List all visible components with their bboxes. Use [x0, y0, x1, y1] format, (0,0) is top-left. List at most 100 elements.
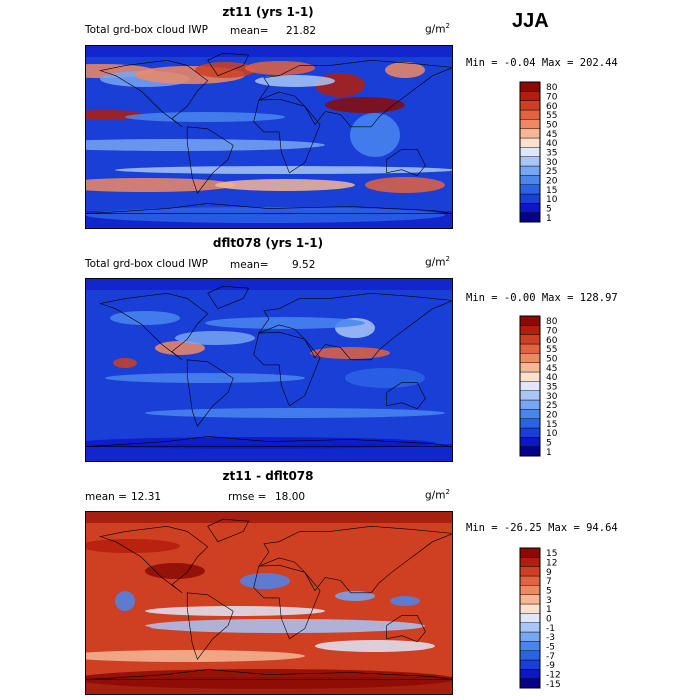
colorbar-swatch [519, 156, 541, 167]
colorbar-tick-label: 80 [546, 317, 558, 327]
season-label: JJA [512, 10, 549, 32]
coastline [99, 292, 209, 361]
colorbar-swatch [519, 390, 541, 401]
colorbar-swatch [519, 128, 541, 139]
colorbar-swatch [519, 315, 541, 326]
colorbar-swatch [519, 334, 541, 345]
colorbar-frame [519, 547, 541, 689]
colorbar-tick-label: 7 [546, 577, 552, 587]
coastline [257, 59, 453, 128]
colorbar-swatch [519, 418, 541, 429]
colorbar-swatch [519, 343, 541, 354]
colorbar-swatch [519, 659, 541, 670]
colorbar-swatch [519, 119, 541, 129]
field-blob [113, 358, 137, 368]
panel-2-mean-value: 9.52 [292, 259, 316, 271]
panel-2-title: dflt078 (yrs 1-1) [212, 236, 324, 250]
panel-3-rmse-value: 18.00 [275, 491, 306, 503]
field-blob [85, 437, 435, 449]
field-blob [385, 62, 425, 78]
colorbar-swatch [519, 650, 541, 661]
field-blob [335, 591, 375, 601]
panel-1-map [85, 45, 453, 229]
colorbar-swatch [519, 566, 541, 577]
colorbar-tick-label: 45 [546, 130, 557, 140]
colorbar-swatch [519, 399, 541, 410]
colorbar-swatch [519, 371, 541, 382]
colorbar-swatch [519, 409, 541, 419]
field-blob [345, 368, 425, 388]
field-blob [115, 591, 135, 611]
panel-3-field [85, 511, 453, 695]
field-blob [85, 139, 325, 151]
panel-3-title: zt11 - dflt078 [222, 469, 314, 483]
colorbar-tick-label: 60 [546, 102, 558, 112]
colorbar-tick-label: 30 [546, 158, 558, 168]
field-blob [145, 619, 425, 633]
field-blob [110, 311, 180, 325]
panel-1-min-max: Min = -0.04 Max = 202.44 [466, 57, 618, 69]
coastline [253, 564, 321, 640]
field-blob [85, 623, 155, 639]
coastline [186, 359, 234, 427]
panel-3-map [85, 511, 453, 695]
field-blob [240, 573, 290, 589]
field-blob [390, 596, 420, 606]
coastline [207, 52, 250, 77]
colorbar-swatch [519, 631, 541, 642]
field-blob [125, 112, 285, 122]
colorbar-tick-label: 40 [546, 373, 558, 383]
coastline [85, 669, 453, 680]
colorbar-tick-label: -12 [546, 671, 561, 681]
panel-1-mean-value: 21.82 [286, 25, 317, 37]
colorbar-tick-label: -9 [546, 661, 555, 671]
colorbar-tick-label: 60 [546, 336, 558, 346]
coastline [99, 525, 209, 594]
colorbar-swatch [519, 613, 541, 623]
colorbar-tick-label: 12 [546, 559, 557, 569]
colorbar-tick-label: 0 [546, 615, 552, 625]
coastline [186, 592, 234, 660]
colorbar-swatch [519, 325, 541, 335]
coastline [253, 331, 321, 407]
colorbar-swatch [519, 100, 541, 111]
colorbar-swatch [519, 594, 541, 605]
colorbar-tick-label: 25 [546, 167, 557, 177]
field-blob [175, 331, 255, 345]
panel-3-mean-value: 12.31 [131, 491, 162, 503]
colorbar-swatch [519, 165, 541, 176]
colorbar-swatch [519, 557, 541, 567]
colorbar-tick-label: 3 [546, 596, 552, 606]
colorbar-tick-label: 70 [546, 93, 558, 103]
coastline [85, 436, 453, 447]
colorbar-swatch [519, 212, 541, 223]
coastline [386, 382, 426, 410]
panel-2-coastlines [85, 285, 453, 447]
field-blob [85, 650, 305, 662]
colorbar-swatch [519, 184, 541, 195]
colorbar-tick-label: 35 [546, 149, 557, 159]
panel-1-coastlines [85, 52, 453, 214]
field-blob [315, 640, 435, 652]
colorbar-tick-label: -7 [546, 652, 555, 662]
panel-3-units: g/m2 [425, 488, 450, 502]
field-blob [85, 669, 453, 689]
field-blob [215, 179, 355, 191]
colorbar-swatch [519, 678, 541, 689]
field-blob [155, 341, 205, 355]
colorbar-tick-label: 1 [546, 448, 552, 458]
field-blob [85, 207, 445, 223]
coastline [386, 149, 426, 177]
colorbar-tick-label: 15 [546, 549, 557, 559]
coastline [99, 59, 209, 128]
colorbar-tick-label: 5 [546, 205, 552, 215]
coastline [85, 203, 453, 214]
colorbar-tick-label: -5 [546, 643, 555, 653]
field-blob [145, 408, 445, 418]
colorbar-swatch [519, 109, 541, 120]
colorbar-tick-label: 5 [546, 439, 552, 449]
colorbar-tick-label: 50 [546, 121, 558, 131]
panel-3-min-max: Min = -26.25 Max = 94.64 [466, 522, 618, 534]
colorbar-swatch [519, 175, 541, 185]
